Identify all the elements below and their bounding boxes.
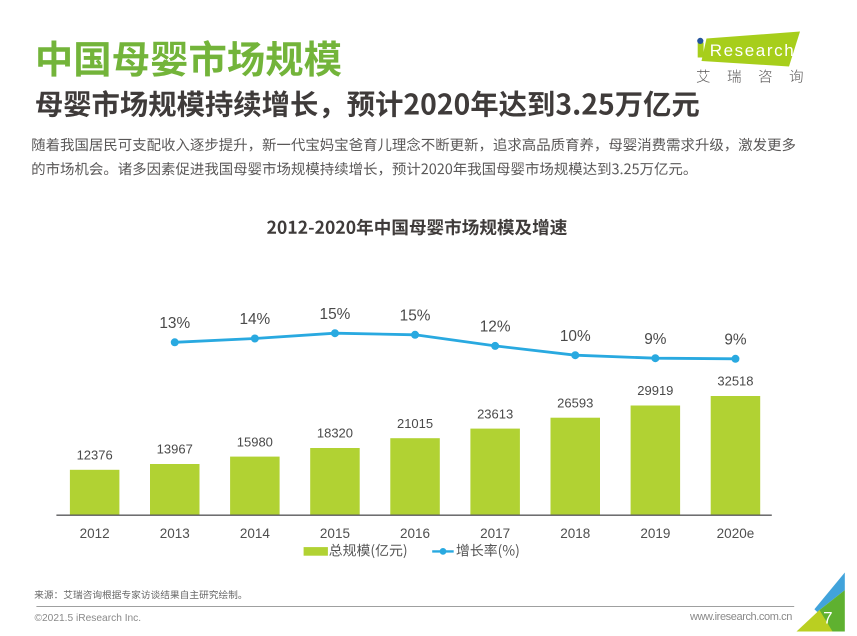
svg-text:32518: 32518 bbox=[717, 374, 753, 389]
svg-text:15%: 15% bbox=[320, 306, 351, 323]
svg-text:©2021.5 iResearch Inc.: ©2021.5 iResearch Inc. bbox=[35, 613, 142, 624]
svg-text:Research: Research bbox=[710, 41, 796, 60]
svg-text:12376: 12376 bbox=[77, 448, 113, 463]
svg-text:2012: 2012 bbox=[80, 526, 110, 541]
svg-text:26593: 26593 bbox=[557, 395, 593, 410]
svg-text:23613: 23613 bbox=[477, 406, 513, 421]
svg-text:21015: 21015 bbox=[397, 416, 433, 431]
svg-text:9%: 9% bbox=[724, 331, 747, 348]
svg-text:2020e: 2020e bbox=[717, 526, 755, 541]
svg-text:www.iresearch.com.cn: www.iresearch.com.cn bbox=[689, 611, 792, 623]
svg-text:13967: 13967 bbox=[157, 442, 193, 457]
svg-text:2014: 2014 bbox=[240, 526, 271, 541]
svg-text:14%: 14% bbox=[239, 311, 270, 328]
svg-text:2016: 2016 bbox=[400, 526, 430, 541]
svg-text:13%: 13% bbox=[159, 315, 190, 332]
svg-text:29919: 29919 bbox=[637, 383, 673, 398]
svg-text:2017: 2017 bbox=[480, 526, 510, 541]
svg-text:15980: 15980 bbox=[237, 434, 273, 449]
svg-text:10%: 10% bbox=[560, 328, 591, 345]
svg-text:7: 7 bbox=[823, 609, 832, 628]
svg-text:2015: 2015 bbox=[320, 526, 350, 541]
svg-text:2018: 2018 bbox=[560, 526, 590, 541]
svg-text:9%: 9% bbox=[644, 331, 667, 348]
svg-text:18320: 18320 bbox=[317, 426, 353, 441]
svg-text:15%: 15% bbox=[400, 307, 431, 324]
svg-text:2013: 2013 bbox=[160, 526, 190, 541]
svg-text:2019: 2019 bbox=[640, 526, 670, 541]
svg-text:12%: 12% bbox=[480, 319, 511, 336]
